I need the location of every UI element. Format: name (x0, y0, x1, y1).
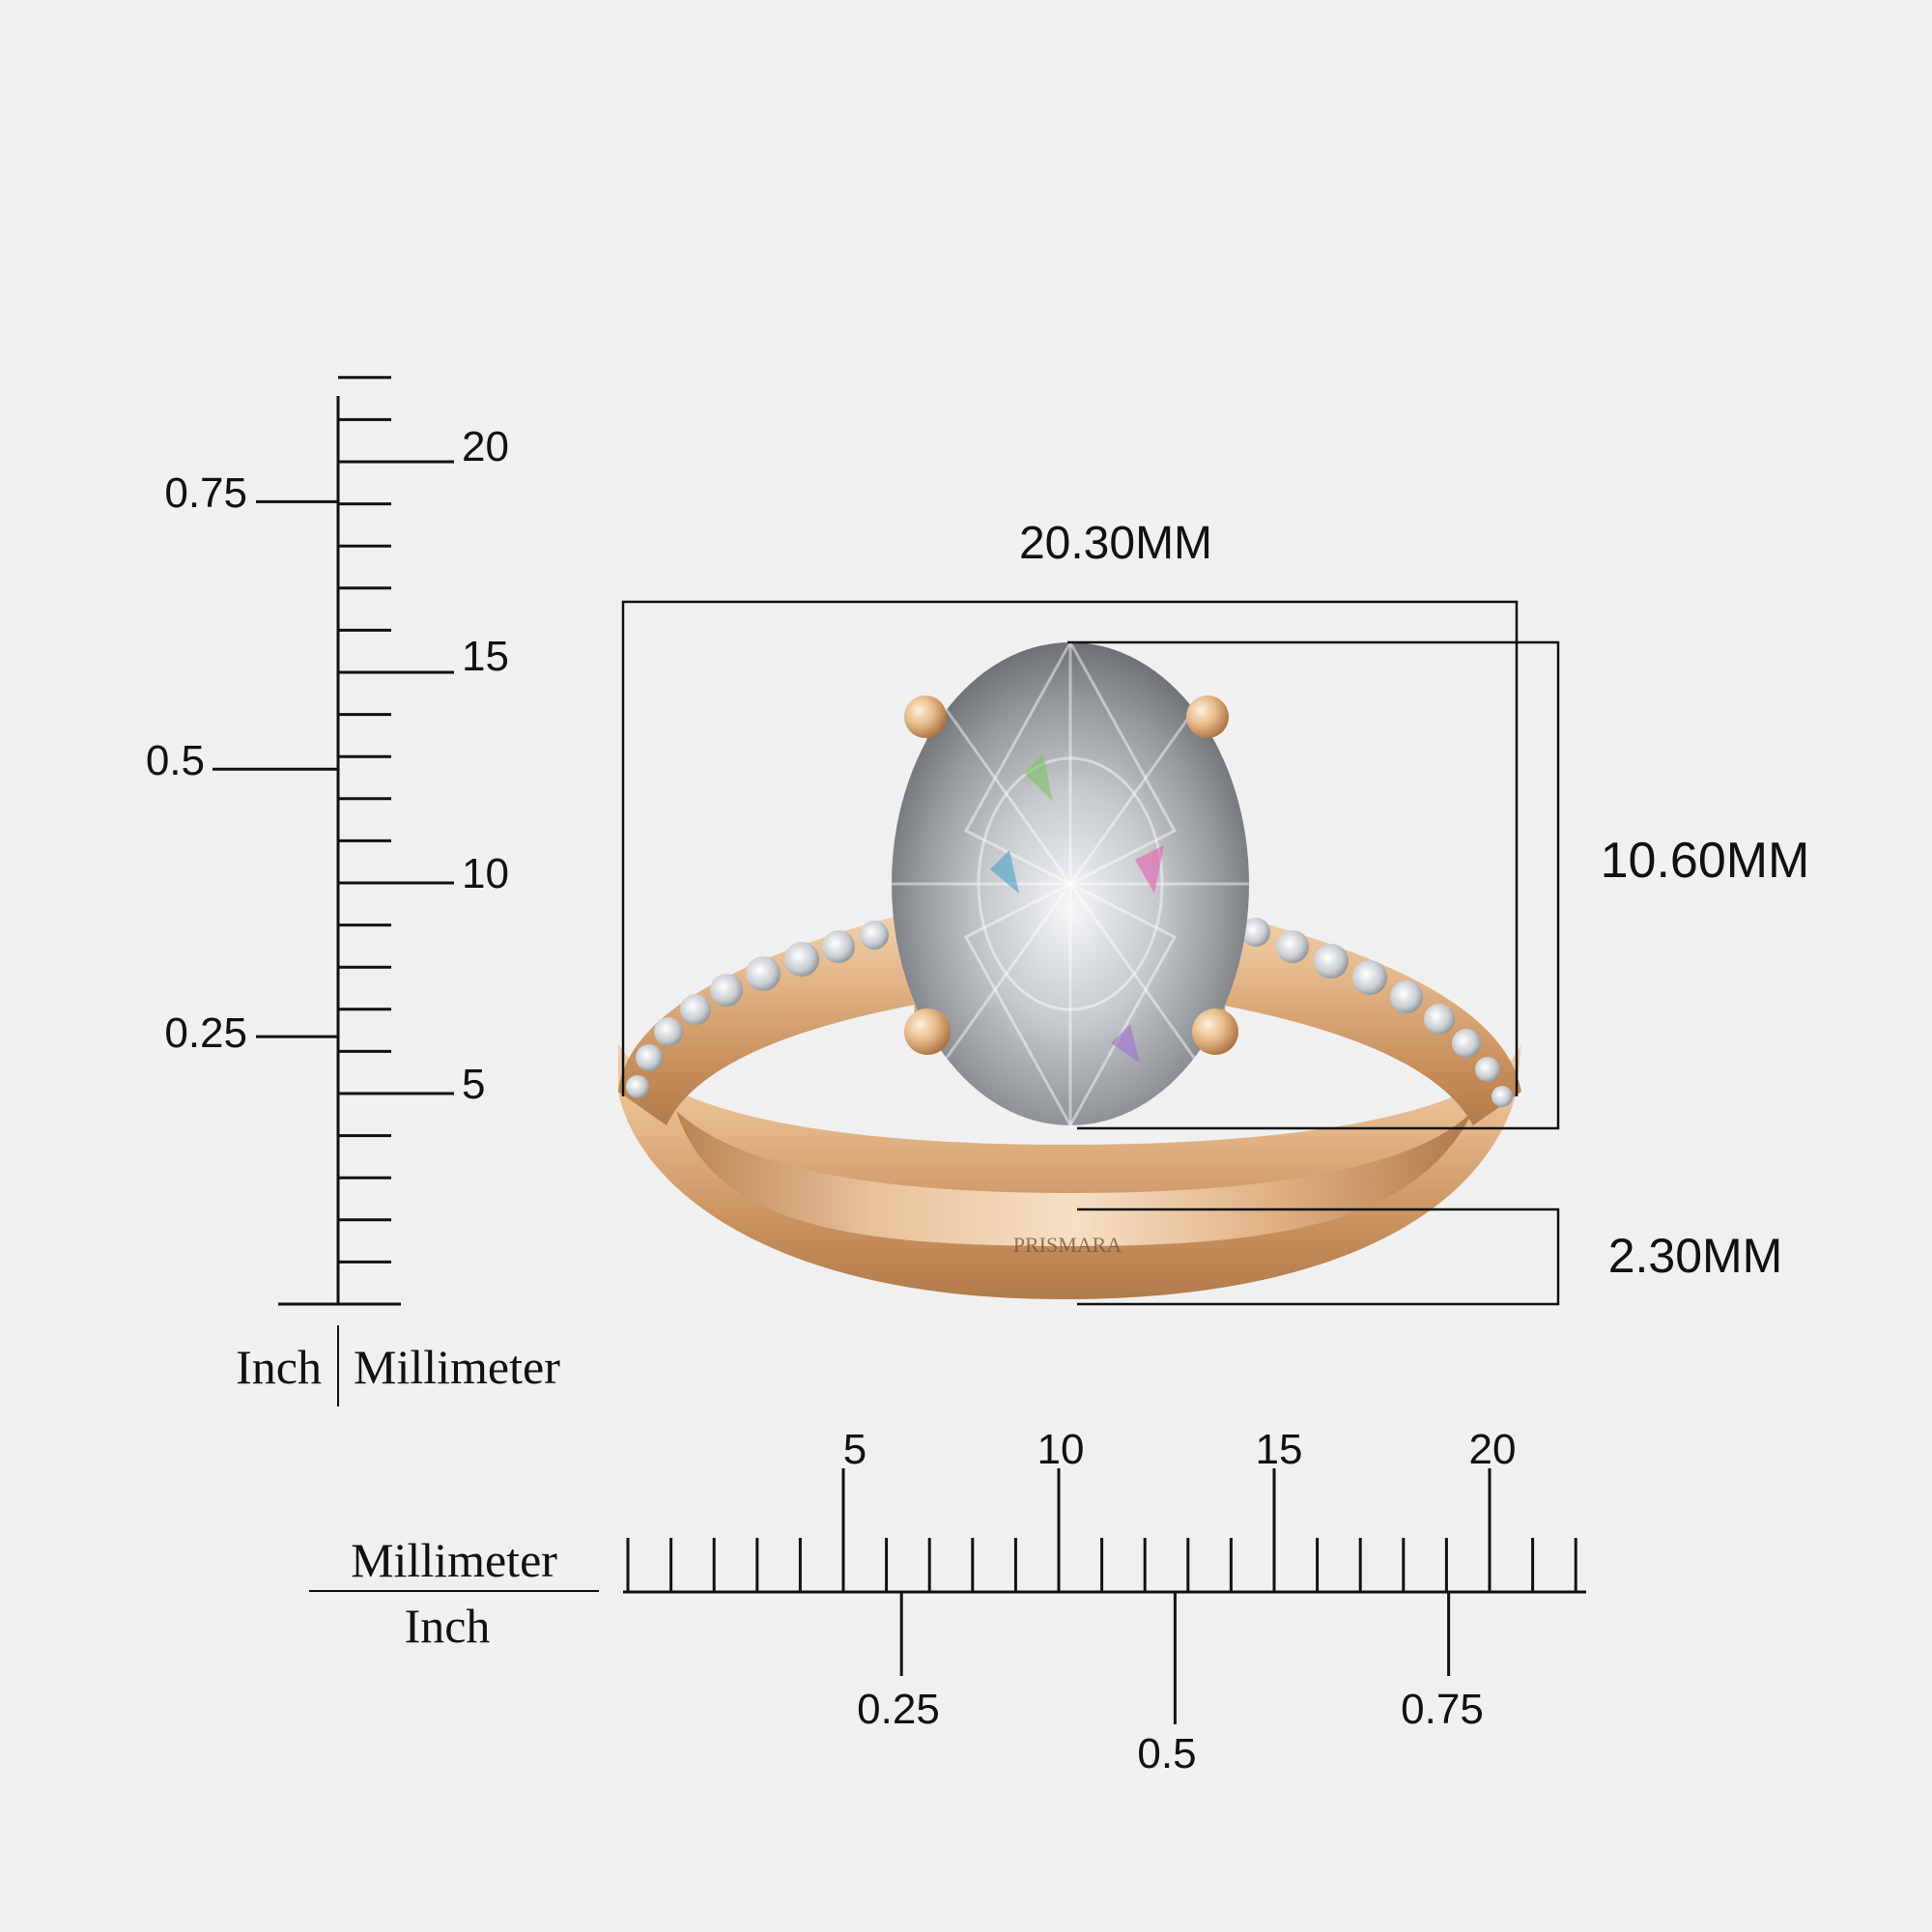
vertical-mm-label-15: 15 (462, 633, 509, 680)
width-dimension-bracket (621, 600, 1519, 1096)
pave-stone (1424, 1004, 1455, 1035)
diamond-fire (990, 753, 1164, 1063)
dimension-lines (621, 600, 1560, 1306)
vertical-inch-labels: 0.25 0.5 0.75 (146, 469, 247, 1057)
horizontal-mm-label-10: 10 (1037, 1426, 1085, 1473)
prong-top-right (1186, 696, 1229, 738)
vertical-inch-ticks (213, 499, 338, 1038)
horizontal-inch-label-0-5: 0.5 (1137, 1730, 1196, 1777)
horizontal-mm-label-20: 20 (1469, 1426, 1517, 1473)
ring-shoulder-left (618, 908, 942, 1125)
vertical-inch-label-0-25: 0.25 (164, 1009, 247, 1057)
horizontal-mm-ticks (626, 1468, 1577, 1592)
vertical-inch-label-0-75: 0.75 (164, 469, 247, 517)
pave-stone (710, 974, 743, 1007)
height-label: 10.60MM (1601, 833, 1810, 889)
vertical-mm-label-20: 20 (462, 423, 509, 470)
vertical-mm-label-10: 10 (462, 850, 509, 897)
horizontal-legend-millimeter: Millimeter (351, 1533, 557, 1587)
ring-inner-surface (676, 1111, 1473, 1246)
band-dimension-bracket (1077, 1208, 1560, 1306)
pave-stone (1475, 1057, 1500, 1082)
vertical-ruler (213, 376, 454, 1406)
pave-stone (860, 921, 889, 950)
pave-stone (1276, 930, 1309, 963)
prong-bottom-right (1192, 1009, 1238, 1055)
pave-stone (1452, 1029, 1481, 1058)
vertical-legend-inch: Inch (236, 1340, 322, 1394)
horizontal-inch-labels: 0.25 0.5 0.75 (857, 1686, 1484, 1777)
pave-stone (822, 930, 855, 963)
pave-stone (636, 1044, 663, 1071)
pave-stone (626, 1075, 649, 1098)
pave-stones-right (1241, 918, 1513, 1107)
pave-stone (1241, 918, 1270, 947)
horizontal-mm-labels: 5 10 15 20 (843, 1426, 1517, 1473)
horizontal-inch-label-0-75: 0.75 (1401, 1686, 1484, 1733)
pave-stone (654, 1017, 683, 1046)
pave-stones-left (626, 921, 889, 1098)
ring-illustration: PRISMARA (618, 639, 1521, 1299)
vertical-mm-ticks (338, 376, 454, 1264)
vertical-legend-millimeter: Millimeter (354, 1340, 560, 1394)
pave-stone (1492, 1086, 1513, 1107)
band-label: 2.30MM (1608, 1229, 1783, 1283)
diamond-facets (892, 639, 1249, 1129)
vertical-inch-label-0-5: 0.5 (146, 737, 205, 784)
brand-engraving: PRISMARA (1013, 1233, 1122, 1257)
center-oval-diamond (892, 642, 1249, 1125)
height-dimension-bracket (1067, 640, 1560, 1130)
horizontal-mm-label-5: 5 (843, 1426, 867, 1473)
pave-stone (1314, 944, 1349, 979)
vertical-mm-labels: 5 10 15 20 (462, 423, 509, 1108)
prong-top-left (904, 696, 947, 738)
vertical-mm-label-5: 5 (462, 1061, 485, 1108)
pave-stone (1352, 960, 1387, 995)
prong-bottom-left (904, 1009, 951, 1055)
horizontal-legend-inch: Inch (405, 1599, 491, 1653)
width-label: 20.30MM (1019, 518, 1212, 569)
pave-stone (784, 942, 819, 977)
pave-stone (1390, 980, 1423, 1013)
pave-stone (746, 956, 781, 991)
ring-shoulder-right (1193, 908, 1521, 1125)
horizontal-ruler (309, 1468, 1586, 1724)
ring-band (618, 1043, 1521, 1299)
horizontal-inch-ticks (899, 1592, 1451, 1724)
pave-stone (680, 994, 711, 1025)
horizontal-mm-label-15: 15 (1256, 1426, 1303, 1473)
horizontal-inch-label-0-25: 0.25 (857, 1686, 940, 1733)
